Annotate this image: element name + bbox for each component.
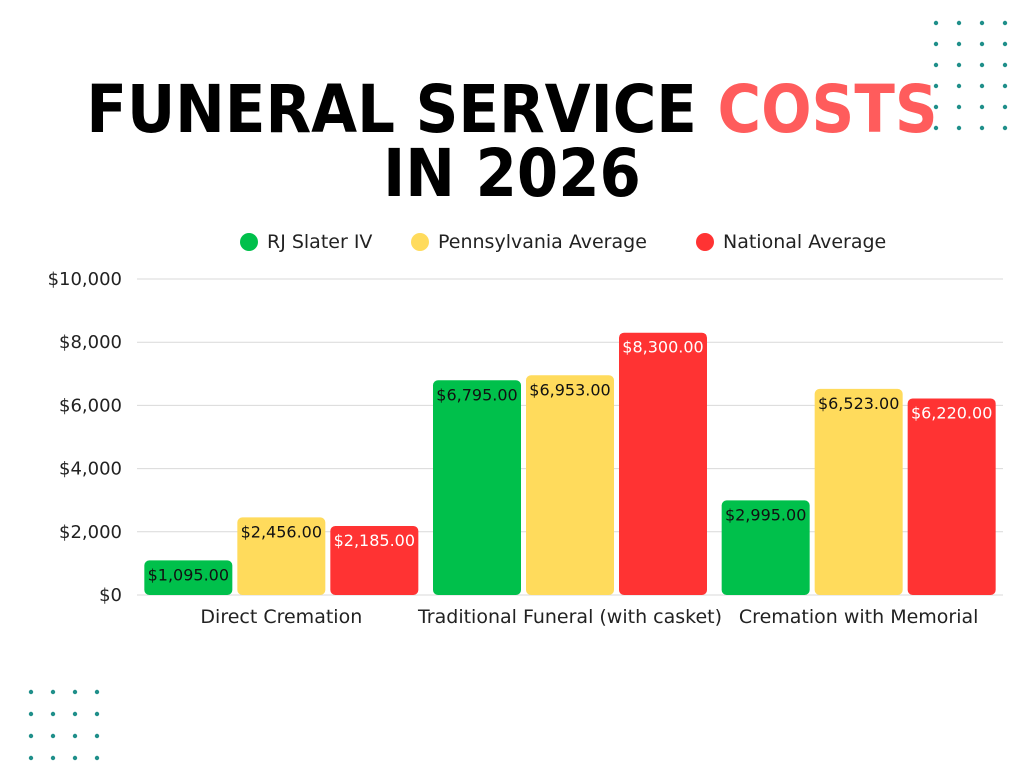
decorative-dot: [72, 755, 78, 761]
decorative-dot: [1002, 125, 1008, 131]
legend-swatch: [240, 233, 258, 251]
decorative-dot: [979, 83, 985, 89]
decorative-dot: [933, 125, 939, 131]
data-label: $6,953.00: [529, 380, 610, 399]
decorative-dot: [979, 104, 985, 110]
y-tick-label: $2,000: [59, 522, 122, 543]
bars: [144, 332, 996, 595]
legend-label: National Average: [723, 231, 886, 253]
y-axis-ticks: $0 $2,000 $4,000 $6,000 $8,000 $10,000: [48, 269, 122, 606]
decorative-dot: [50, 711, 56, 717]
decorative-dot: [979, 41, 985, 47]
y-tick-label: $8,000: [59, 332, 122, 353]
y-tick-label: $0: [99, 585, 122, 606]
decorative-dot: [72, 689, 78, 695]
decorative-dot: [1002, 62, 1008, 68]
decorative-dot: [979, 62, 985, 68]
y-tick-label: $4,000: [59, 459, 122, 480]
chart-title-line1: FUNERAL SERVICE COSTS: [86, 71, 937, 148]
decorative-dot: [72, 711, 78, 717]
x-axis-categories: Direct Cremation Traditional Funeral (wit…: [200, 606, 978, 628]
decorative-dot: [933, 104, 939, 110]
decorative-dot: [50, 689, 56, 695]
y-tick-label: $6,000: [59, 395, 122, 416]
decorative-dot: [72, 733, 78, 739]
decorative-dot: [956, 20, 962, 26]
x-category-label: Traditional Funeral (with casket): [417, 606, 722, 628]
chart-title-line2: IN 2026: [383, 135, 641, 212]
decorative-dot: [1002, 83, 1008, 89]
bar: [907, 398, 996, 595]
decorative-dot: [956, 62, 962, 68]
chart-title-highlight: COSTS: [718, 71, 938, 148]
data-label: $2,995.00: [725, 505, 806, 524]
decorative-dot: [979, 20, 985, 26]
decorative-dot: [94, 711, 100, 717]
x-category-label: Direct Cremation: [200, 606, 362, 628]
bar: [330, 525, 419, 595]
bar: [619, 332, 707, 595]
decorative-dot: [1002, 104, 1008, 110]
decorative-dot: [933, 62, 939, 68]
bar: [814, 388, 903, 595]
chart-title-part1: FUNERAL SERVICE: [86, 71, 717, 148]
decorative-dot: [28, 711, 34, 717]
decorative-dot: [933, 41, 939, 47]
decorative-dot: [94, 689, 100, 695]
bar: [433, 380, 521, 595]
data-label: $6,523.00: [818, 394, 899, 413]
legend-label: RJ Slater IV: [267, 231, 372, 253]
decorative-dot: [956, 104, 962, 110]
decorative-dot: [94, 733, 100, 739]
decorative-dot: [933, 20, 939, 26]
legend-swatch: [411, 233, 429, 251]
decorative-dot: [933, 83, 939, 89]
decorative-dot: [1002, 41, 1008, 47]
decorative-dot: [94, 755, 100, 761]
decorative-dot: [28, 755, 34, 761]
legend: RJ Slater IV Pennsylvania Average National…: [240, 231, 886, 253]
data-label: $6,795.00: [436, 385, 517, 404]
decorative-dot: [956, 125, 962, 131]
decorative-dot: [28, 689, 34, 695]
decorative-dot-grid: [28, 20, 1008, 761]
decorative-dot: [956, 83, 962, 89]
x-category-label: Cremation with Memorial: [739, 606, 979, 628]
data-label: $1,095.00: [148, 565, 229, 584]
decorative-dot: [956, 41, 962, 47]
data-label: $6,220.00: [911, 403, 992, 422]
bar: [721, 500, 810, 595]
y-tick-label: $10,000: [48, 269, 122, 290]
data-label: $2,185.00: [334, 531, 415, 550]
decorative-dot: [979, 125, 985, 131]
decorative-dot: [28, 733, 34, 739]
data-label: $2,456.00: [241, 522, 322, 541]
decorative-dot: [1002, 20, 1008, 26]
bar: [526, 375, 614, 595]
bar: [237, 517, 326, 595]
legend-swatch: [696, 233, 714, 251]
decorative-dot: [50, 733, 56, 739]
data-label: $8,300.00: [622, 338, 703, 357]
legend-label: Pennsylvania Average: [438, 231, 647, 253]
decorative-dot: [50, 755, 56, 761]
bar: [144, 560, 233, 595]
data-labels: $1,095.00 $2,456.00 $2,185.00 $6,795.00 $6,9…: [148, 338, 993, 585]
